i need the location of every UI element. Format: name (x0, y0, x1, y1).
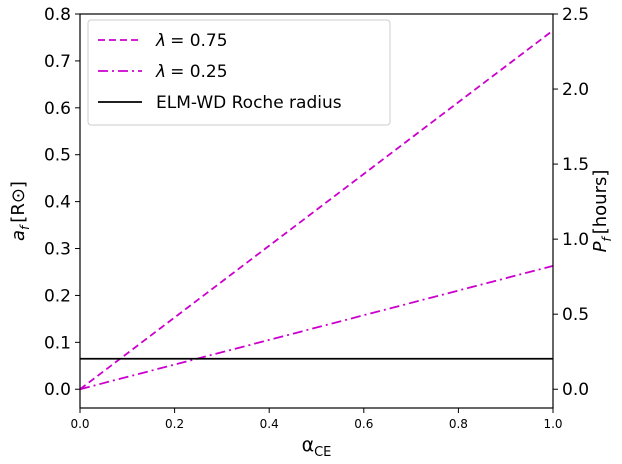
series-layer (79, 29, 554, 391)
legend-box (87, 19, 391, 126)
y-right-tick-label: 2.5 (562, 5, 589, 25)
plot-frame (79, 13, 554, 409)
y-right-axis-label-unit: [hours] (590, 170, 611, 235)
y-left-tick-label: 0.8 (44, 5, 71, 25)
y-left-tick-label: 0.6 (44, 99, 71, 119)
x-axis-label-main: α (302, 434, 315, 456)
series-line-2 (79, 265, 554, 391)
legend-items: λ = 0.75 λ = 0.25 ELM-WD Roche radius (98, 31, 342, 113)
y-right-tick-label: 1.5 (562, 155, 589, 175)
y-left-axis-label-unit: [R⊙] (8, 181, 29, 223)
x-tick-label: 0.8 (449, 417, 468, 431)
x-tick-label: 0.6 (354, 417, 373, 431)
x-axis-label-sub: CE (314, 445, 331, 460)
x-axis-label: αCE (302, 434, 332, 460)
x-tick-label: 0.4 (260, 417, 279, 431)
x-tick-label: 1.0 (543, 417, 562, 431)
y-left-tick-label: 0.2 (44, 286, 71, 306)
x-tick-label: 0.2 (165, 417, 184, 431)
y-left-axis-label-main: a (8, 230, 29, 241)
x-tick-label: 0.0 (70, 417, 89, 431)
y-left-axis-label-sub: f (18, 224, 32, 230)
legend: λ = 0.75 λ = 0.25 ELM-WD Roche radius (87, 19, 391, 126)
y-right-axis-label-sub: f (600, 236, 614, 242)
legend-label-1: λ = 0.75 (155, 31, 228, 51)
y-right-tick-label: 2.0 (562, 80, 589, 100)
y-left-tick-label: 0.1 (44, 333, 71, 353)
legend-label-3: ELM-WD Roche radius (156, 93, 342, 113)
y-left-tick-label: 0.4 (44, 193, 71, 213)
legend-label-2: λ = 0.25 (155, 62, 228, 82)
y-left-tick-label: 0.7 (44, 52, 71, 72)
y-right-tick-label: 0.5 (562, 305, 589, 325)
y-left-tick-label: 0.5 (44, 146, 71, 166)
y-left-tick-label: 0.3 (44, 240, 71, 260)
y-right-axis-label-main: P (590, 241, 611, 252)
ticks-layer: 0.0 0.2 0.4 0.6 0.8 1.0 0.0 0.1 0.2 0.3 0.4 0.5 0.6 0… (44, 5, 589, 431)
y-right-tick-label: 0.0 (562, 380, 589, 400)
y-left-axis-label: af[R⊙] (8, 181, 32, 241)
y-left-tick-label: 0.0 (44, 380, 71, 400)
y-right-tick-label: 1.0 (562, 230, 589, 250)
y-right-axis-label: Pf[hours] (590, 170, 614, 253)
